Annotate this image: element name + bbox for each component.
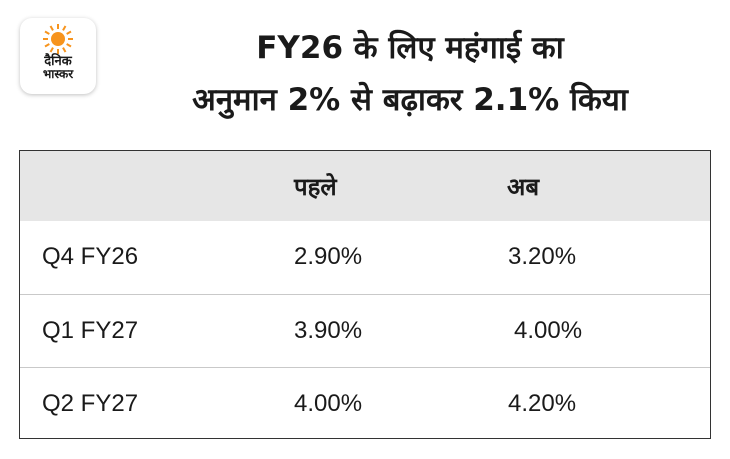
table-row: Q2 FY27 4.00% 4.20% [20,366,710,440]
sun-icon [43,24,73,54]
after-cell: 3.20% [508,243,577,271]
before-cell: 2.90% [294,243,363,271]
period-cell: Q2 FY27 [20,366,257,440]
table-row: Q4 FY26 2.90% 3.20% [20,221,710,294]
inflation-table: पहले अब Q4 FY26 2.90% 3.20% Q1 FY27 3.90… [19,150,711,440]
logo-line-1: दैनिक [44,54,72,69]
before-cell: 4.00% [257,366,480,440]
inflation-table-grid: पहले अब Q4 FY26 2.90% 3.20% Q1 FY27 3.90… [20,151,710,440]
header-before: पहले [294,172,337,201]
after-cell: 4.20% [480,366,710,440]
period-cell: Q4 FY26 [42,243,139,271]
logo-line-2: भास्कर [42,67,74,81]
page-title: FY26 के लिए महंगाई का अनुमान 2% से बढ़ाक… [110,22,710,126]
before-cell: 3.90% [257,293,480,367]
dainik-bhaskar-logo: दैनिक भास्कर [20,18,96,94]
title-line-2: अनुमान 2% से बढ़ाकर 2.1% किया [192,82,628,118]
header-after: अब [507,172,540,201]
table-header-row: पहले अब [20,151,710,221]
after-cell: 4.00% [480,293,710,367]
table-row: Q1 FY27 3.90% 4.00% [20,293,710,367]
header-period [20,151,257,221]
period-cell: Q1 FY27 [20,293,257,367]
title-line-1: FY26 के लिए महंगाई का [256,30,564,66]
